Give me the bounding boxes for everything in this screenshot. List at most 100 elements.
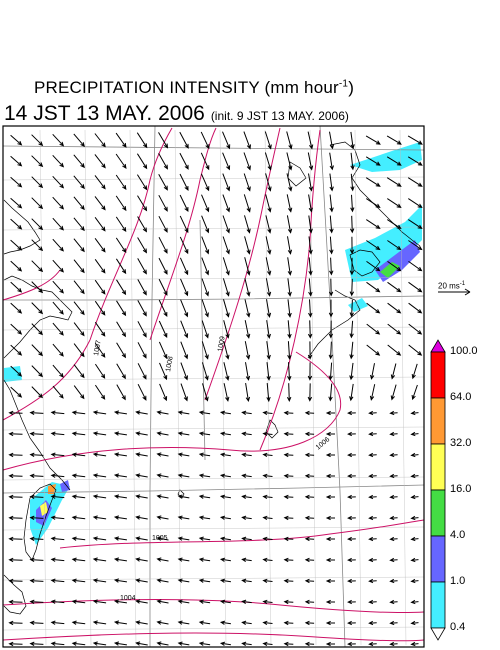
wind-vector [52,343,64,357]
wind-vector [410,431,419,437]
wind-vector [329,215,334,234]
wind-vector [262,473,273,479]
colorbar-label: 4.0 [450,529,466,541]
wind-vector [410,641,419,647]
wind-vector [368,557,377,563]
wind-vector [329,236,334,255]
wind-vector [243,131,251,150]
wind-vector [50,641,65,646]
wind-vector [50,431,65,436]
wind-vector [158,174,168,191]
wind-vector [219,557,231,562]
wind-vector [287,278,292,297]
wind-vector [387,240,402,251]
wind-vector [71,452,86,457]
wind-vector [52,280,64,294]
wind-vector [177,578,190,583]
wind-vector [29,473,44,479]
wind-vector [262,431,273,437]
wind-vector [223,383,230,402]
wind-vector [137,216,147,233]
wind-vector [29,515,44,521]
wind-vector [347,641,356,647]
wind-vector [158,257,168,275]
wind-vector [135,578,148,583]
wind-vector [113,557,127,562]
wind-vector [201,236,210,255]
reference-vector-label: 20 ms-1 [438,281,466,291]
wind-vector [73,154,85,169]
wind-vector [177,452,190,457]
wind-vector [244,215,251,234]
isobar [59,519,425,549]
minor-grid-line [399,129,407,646]
wind-vector [262,452,273,458]
wind-vector [29,578,44,584]
wind-vector [245,383,251,403]
wind-vector [244,278,251,297]
wind-vector [368,599,377,605]
wind-vector [50,515,65,520]
wind-vector [325,494,335,500]
wind-vector [73,217,85,232]
wind-vector [177,494,190,499]
wind-vector [223,362,230,381]
wind-vector [73,385,85,400]
wind-vector [73,280,85,295]
wind-vector [241,452,252,458]
wind-vector [116,279,127,296]
wind-vector [94,217,106,232]
wind-vector [94,300,106,316]
wind-vector [113,494,127,499]
wind-vector [94,238,106,253]
wind-vector [52,322,64,336]
wind-vector [156,410,169,415]
wind-vector [366,240,381,251]
wind-vector [31,176,44,189]
wind-vector [304,641,315,647]
wind-vector [159,362,168,381]
wind-vector [94,279,106,295]
wind-vector [283,578,294,584]
precip-patch [348,298,368,312]
wind-vector [408,302,423,314]
wind-vector [307,320,313,339]
isobar-label: 1008 [165,356,175,373]
wind-vector [135,536,148,541]
wind-vector [222,131,231,150]
wind-vector [158,341,168,360]
wind-vector [387,323,402,335]
wind-vector [137,342,147,359]
wind-vector [156,473,169,478]
precip-patch [345,205,422,282]
wind-vector [94,363,106,379]
wind-vector [29,431,44,437]
wind-vector [8,620,23,626]
wind-vector [29,494,44,500]
wind-vector [387,219,402,230]
wind-vector [219,452,231,457]
wind-vector [262,557,273,563]
wind-vector [135,557,148,562]
wind-vector [222,257,230,276]
wind-vector [370,363,375,380]
wind-vector [307,152,314,171]
wind-vector [10,344,23,356]
wind-vector [241,473,252,479]
wind-vector [387,302,402,314]
wind-vector [241,578,252,584]
colorbar-bottom-triangle [430,627,446,641]
wind-vector [223,341,230,360]
wind-vector [201,278,209,297]
wind-vector [200,131,210,150]
wind-vector [287,341,292,360]
wind-vector [219,536,231,541]
wind-vector [31,155,44,168]
wind-vector [8,410,23,416]
wind-vector [158,153,168,170]
coastline [265,419,279,439]
wind-vector [349,236,355,255]
wind-vector [349,341,354,360]
wind-vector [8,515,23,521]
